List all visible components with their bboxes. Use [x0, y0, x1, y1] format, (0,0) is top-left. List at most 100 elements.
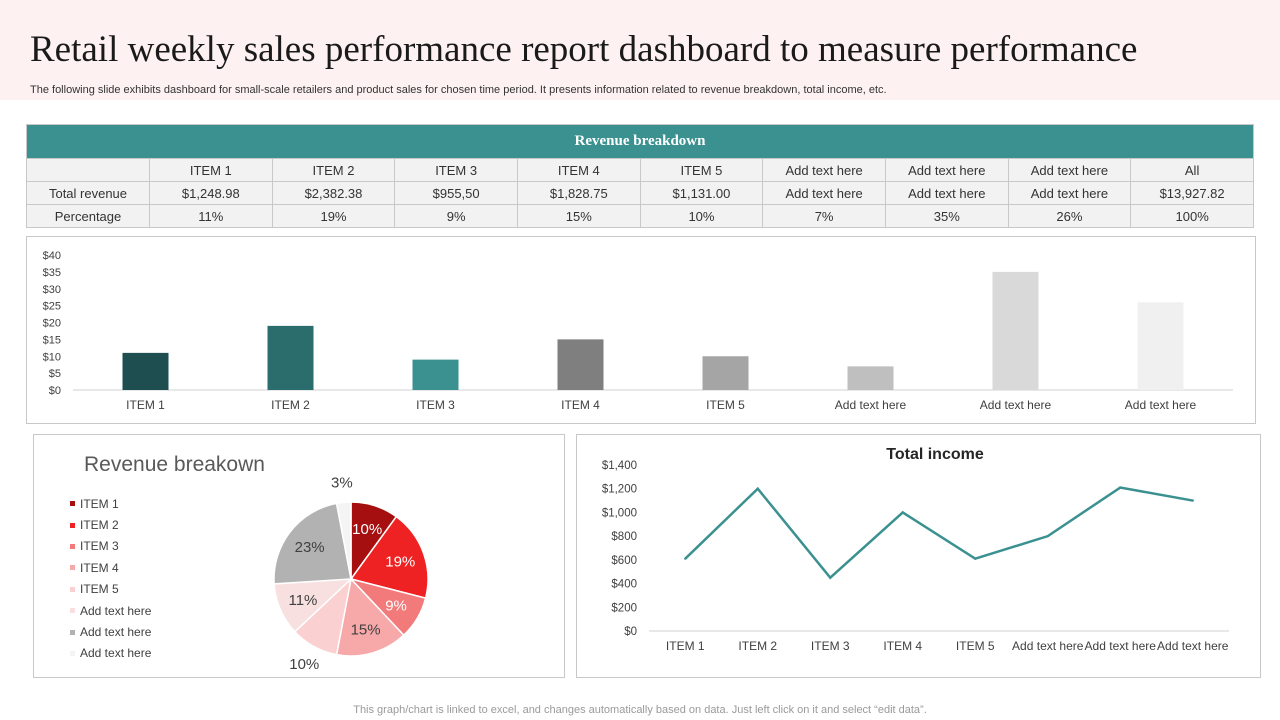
legend-item: ITEM 2: [70, 514, 151, 535]
data-point: [1119, 486, 1122, 489]
table-cell: Add text here: [762, 181, 886, 205]
column-header: Add text here: [1007, 158, 1132, 182]
legend-item: Add text here: [70, 600, 151, 621]
table-cell: $955,50: [394, 181, 518, 205]
legend-swatch: [70, 629, 75, 635]
table-cell: $1,248.98: [149, 181, 273, 205]
row-label: Percentage: [26, 204, 150, 228]
y-tick-label: $30: [43, 284, 61, 296]
y-tick-label: $0: [49, 385, 61, 397]
legend-item: ITEM 3: [70, 536, 151, 557]
column-header: ITEM 1: [149, 158, 273, 182]
legend-swatch: [70, 565, 75, 571]
bar: [412, 359, 459, 390]
header-band: [0, 0, 1280, 100]
y-tick-label: $600: [611, 555, 637, 567]
legend-swatch: [70, 543, 75, 549]
pie-value-label: 11%: [288, 592, 317, 609]
pie-value-label: 10%: [352, 521, 382, 538]
line-chart: Total income $0 $200 $400 $600 $800 $1,000 $1,2…: [602, 446, 1229, 653]
pie-slice: [349, 515, 429, 600]
pie-slice: [335, 577, 405, 657]
pie-chart-title: Revenue breakown: [84, 453, 265, 476]
y-tick-label: $0: [624, 626, 637, 638]
column-header: ITEM 2: [271, 158, 396, 182]
x-tick-label: Add text here: [1157, 639, 1229, 653]
x-tick-label: ITEM 2: [271, 398, 310, 412]
line-chart-title: Total income: [886, 446, 984, 463]
y-tick-label: $15: [43, 334, 61, 346]
legend-label: Add text here: [80, 625, 152, 640]
data-point: [756, 487, 759, 490]
table-cell: $1,131.00: [639, 181, 764, 205]
x-tick-label: Add text here: [1125, 398, 1197, 412]
table-cell: $1,828.75: [516, 181, 641, 205]
table-cell: 35%: [884, 204, 1009, 228]
pie-value-label: 15%: [351, 621, 381, 638]
row-label: Total revenue: [26, 181, 150, 205]
x-tick-label: ITEM 4: [883, 639, 922, 653]
legend-item: ITEM 1: [70, 493, 151, 514]
x-tick-label: ITEM 3: [811, 639, 850, 653]
legend-item: Add text here: [70, 643, 151, 664]
bar: [557, 339, 604, 390]
x-tick-label: ITEM 1: [666, 639, 705, 653]
pie-value-label: 19%: [385, 553, 415, 570]
table-cell: 9%: [394, 204, 518, 228]
income-line: [684, 486, 1193, 580]
data-point: [901, 511, 904, 514]
pie-slice: [273, 502, 352, 585]
column-header: All: [1130, 158, 1254, 182]
table-cell: $2,382.38: [271, 181, 396, 205]
bar: [847, 366, 894, 390]
x-tick-label: ITEM 1: [126, 398, 165, 412]
table-row: Total revenue $1,248.98 $2,382.38 $955,5…: [26, 181, 1254, 205]
y-tick-label: $10: [43, 351, 61, 363]
table-header-row: ITEM 1 ITEM 2 ITEM 3 ITEM 4 ITEM 5 Add t…: [26, 158, 1254, 182]
table-cell: 10%: [639, 204, 764, 228]
legend-item: Add text here: [70, 621, 151, 642]
legend-label: ITEM 2: [80, 518, 119, 533]
y-tick-label: $20: [43, 318, 61, 330]
legend-label: Add text here: [80, 646, 152, 661]
bar: [122, 352, 169, 390]
pie-value-label: 10%: [289, 656, 319, 673]
x-tick-label: Add text here: [980, 398, 1052, 412]
y-tick-label: $1,200: [602, 484, 637, 496]
legend-label: ITEM 5: [80, 582, 119, 597]
table-cell: 100%: [1130, 204, 1254, 228]
legend-label: ITEM 3: [80, 539, 119, 554]
pie-chart: 10%19%9%15%10%11%23%3%: [273, 474, 429, 673]
legend-swatch: [70, 650, 75, 656]
table-corner-cell: [26, 158, 150, 182]
legend-swatch: [70, 501, 75, 507]
bar: [992, 271, 1039, 390]
legend-label: ITEM 1: [80, 496, 119, 511]
y-tick-label: $40: [43, 250, 61, 262]
bar-chart-panel[interactable]: $0 $5 $10 $15 $20 $25 $30 $35 $40 ITEM 1 ITEM 2 ITE…: [26, 236, 1256, 424]
legend-label: ITEM 4: [80, 560, 119, 575]
line-chart-panel[interactable]: Total income $0 $200 $400 $600 $800 $1,000 $1,2…: [576, 434, 1261, 678]
column-header: ITEM 4: [516, 158, 641, 182]
y-tick-label: $800: [611, 531, 637, 543]
table-caption: Revenue breakdown: [26, 124, 1254, 159]
column-header: ITEM 5: [639, 158, 764, 182]
pie-value-label: 9%: [385, 598, 407, 615]
bar: [267, 325, 314, 390]
y-tick-label: $25: [43, 301, 61, 313]
legend-item: ITEM 4: [70, 557, 151, 578]
table-cell: 7%: [762, 204, 886, 228]
table-cell: 26%: [1007, 204, 1132, 228]
pie-chart-panel[interactable]: Revenue breakown ITEM 1 ITEM 2 ITEM 3 ITEM …: [33, 434, 565, 678]
y-tick-label: $1,000: [602, 507, 637, 519]
legend-swatch: [70, 522, 75, 528]
bar-chart: $0 $5 $10 $15 $20 $25 $30 $35 $40 ITEM 1 ITEM 2 ITE…: [43, 250, 1233, 412]
y-tick-label: $5: [49, 368, 61, 380]
column-header: Add text here: [884, 158, 1009, 182]
data-point: [684, 557, 687, 560]
table-cell: Add text here: [1007, 181, 1132, 205]
table-cell: $13,927.82: [1130, 181, 1254, 205]
pie-value-label: 23%: [295, 539, 325, 556]
table-cell: 15%: [516, 204, 641, 228]
x-tick-label: ITEM 5: [956, 639, 995, 653]
